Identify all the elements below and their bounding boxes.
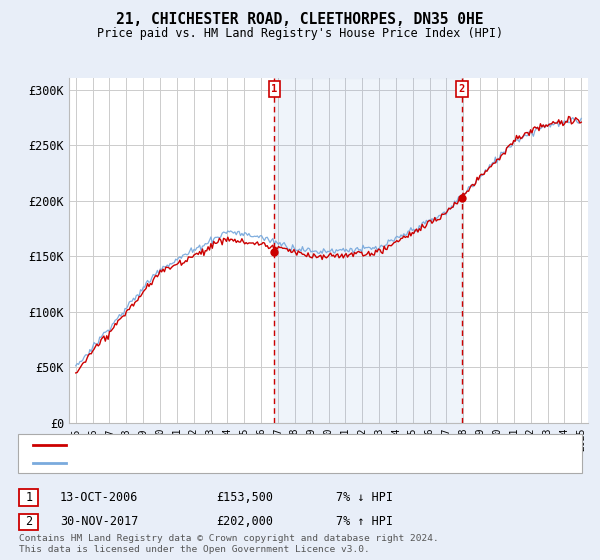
Text: Contains HM Land Registry data © Crown copyright and database right 2024.: Contains HM Land Registry data © Crown c… bbox=[19, 534, 439, 543]
Text: HPI: Average price, detached house, North East Lincolnshire: HPI: Average price, detached house, Nort… bbox=[73, 458, 442, 468]
Text: 13-OCT-2006: 13-OCT-2006 bbox=[60, 491, 139, 504]
Text: Price paid vs. HM Land Registry's House Price Index (HPI): Price paid vs. HM Land Registry's House … bbox=[97, 27, 503, 40]
Text: £153,500: £153,500 bbox=[216, 491, 273, 504]
Text: 7% ↓ HPI: 7% ↓ HPI bbox=[336, 491, 393, 504]
Text: This data is licensed under the Open Government Licence v3.0.: This data is licensed under the Open Gov… bbox=[19, 545, 370, 554]
Text: 21, CHICHESTER ROAD, CLEETHORPES, DN35 0HE (detached house): 21, CHICHESTER ROAD, CLEETHORPES, DN35 0… bbox=[73, 440, 442, 450]
Text: 30-NOV-2017: 30-NOV-2017 bbox=[60, 515, 139, 529]
Text: 2: 2 bbox=[25, 515, 32, 529]
Text: £202,000: £202,000 bbox=[216, 515, 273, 529]
Text: 7% ↑ HPI: 7% ↑ HPI bbox=[336, 515, 393, 529]
Text: 2: 2 bbox=[459, 84, 465, 94]
Bar bbox=[274, 78, 462, 423]
Text: 1: 1 bbox=[271, 84, 278, 94]
Text: 21, CHICHESTER ROAD, CLEETHORPES, DN35 0HE: 21, CHICHESTER ROAD, CLEETHORPES, DN35 0… bbox=[116, 12, 484, 27]
Text: 1: 1 bbox=[25, 491, 32, 504]
